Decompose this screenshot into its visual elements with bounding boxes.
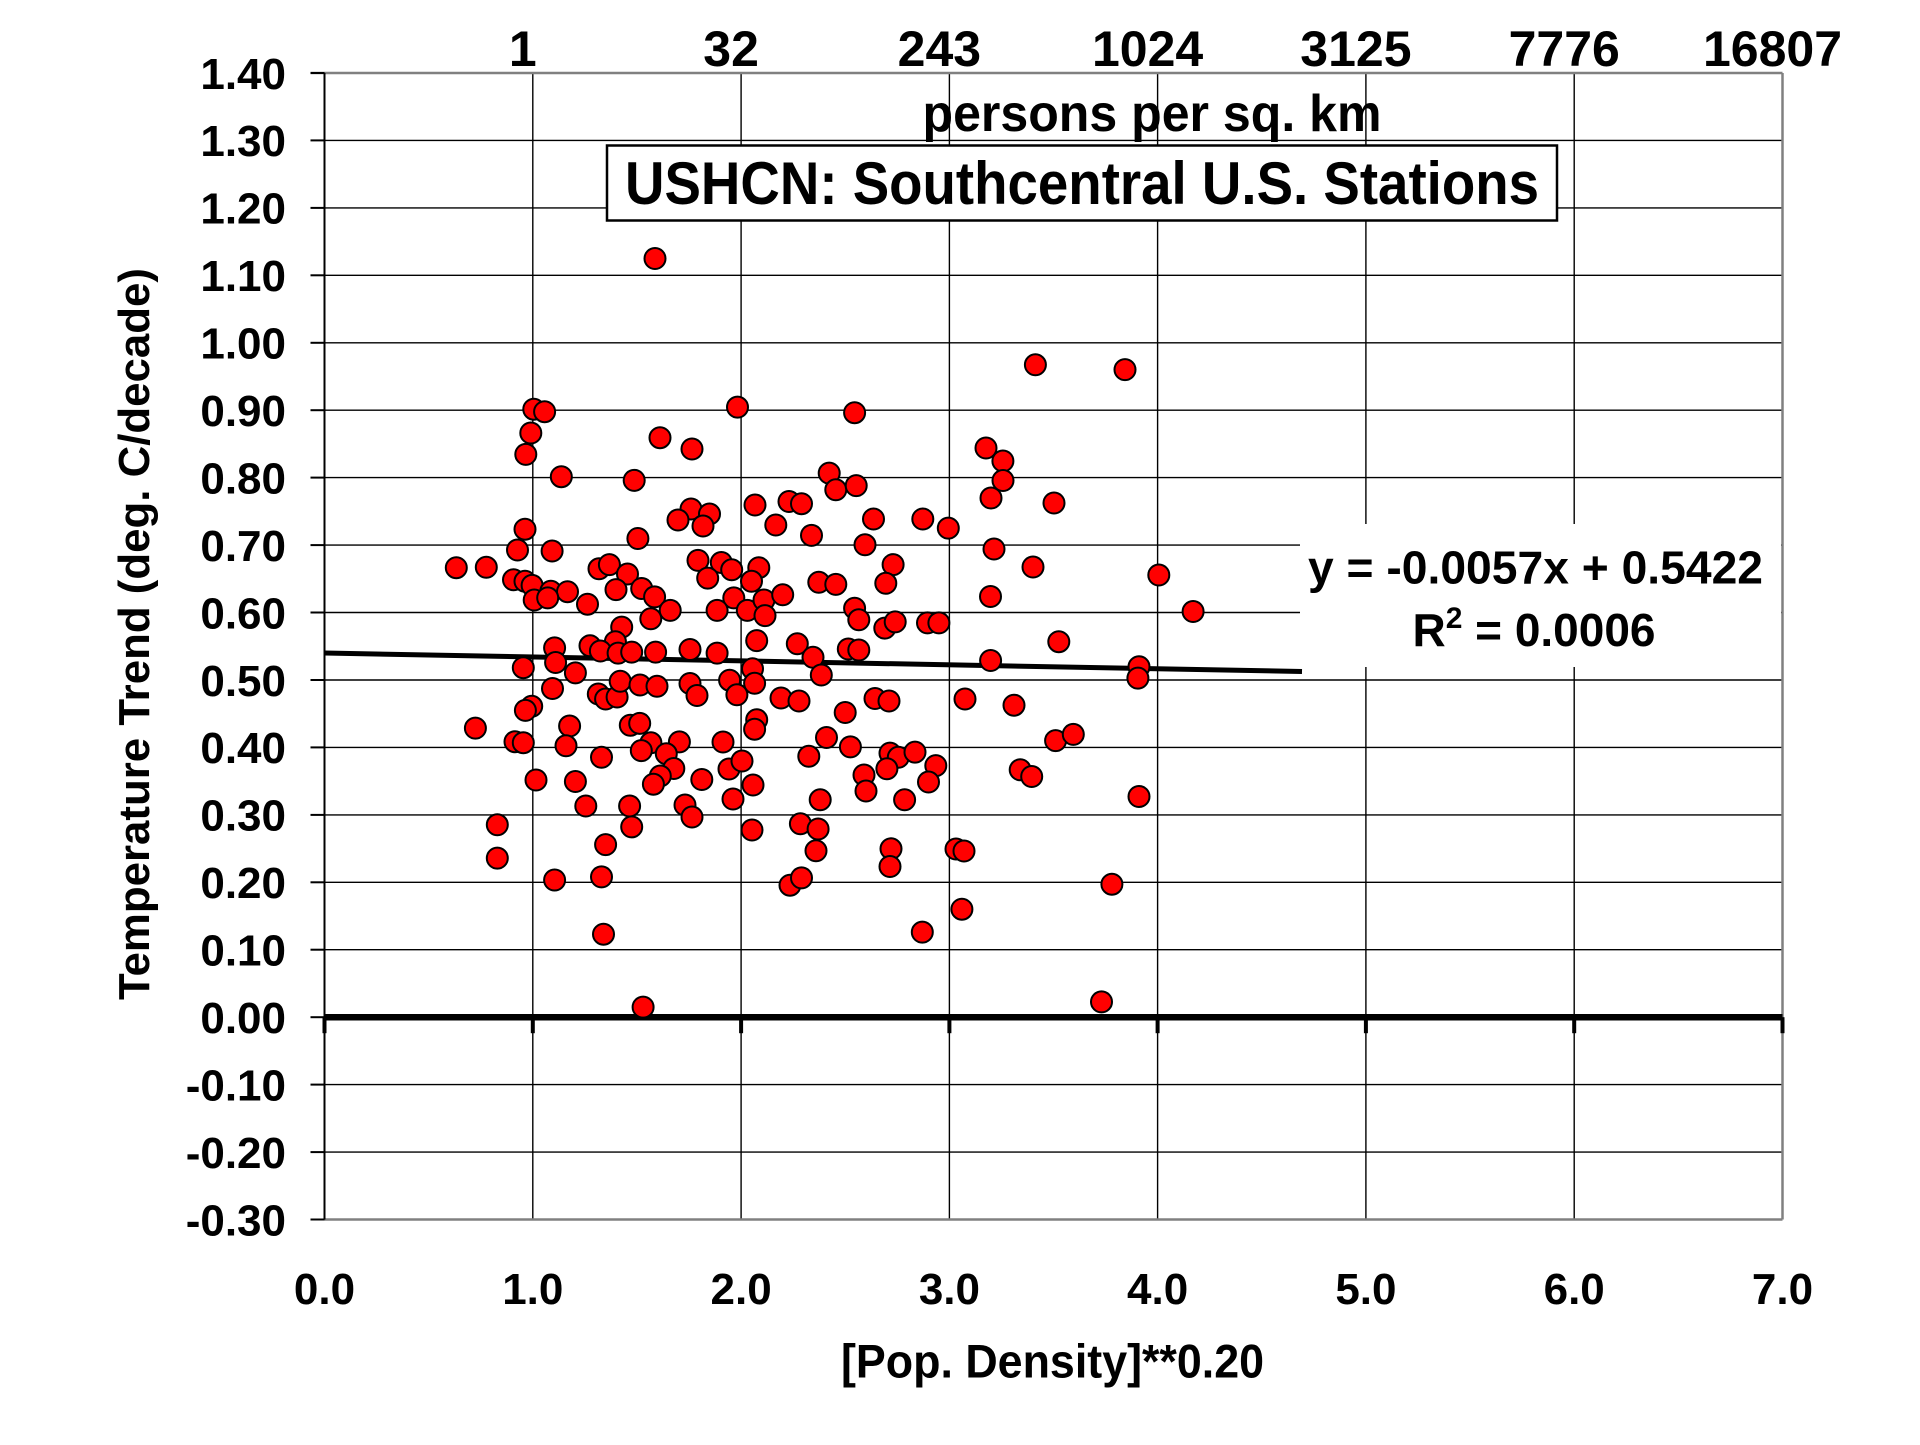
svg-text:243: 243 — [898, 21, 981, 77]
svg-text:0.50: 0.50 — [200, 657, 286, 706]
svg-text:3.0: 3.0 — [919, 1265, 980, 1314]
svg-text:3125: 3125 — [1300, 21, 1411, 77]
svg-text:0.00: 0.00 — [200, 994, 286, 1043]
svg-text:6.0: 6.0 — [1544, 1265, 1605, 1314]
svg-text:-0.10: -0.10 — [186, 1061, 286, 1110]
svg-text:y = -0.0057x + 0.5422: y = -0.0057x + 0.5422 — [1308, 542, 1763, 594]
svg-text:4.0: 4.0 — [1127, 1265, 1188, 1314]
svg-text:1.0: 1.0 — [502, 1265, 563, 1314]
svg-text:0.80: 0.80 — [200, 454, 286, 503]
svg-text:[Pop. Density]**0.20: [Pop. Density]**0.20 — [841, 1335, 1264, 1388]
svg-text:7776: 7776 — [1509, 21, 1620, 77]
svg-text:0.70: 0.70 — [200, 522, 286, 571]
svg-text:1.40: 1.40 — [200, 50, 286, 99]
svg-text:2.0: 2.0 — [711, 1265, 772, 1314]
svg-text:0.10: 0.10 — [200, 927, 286, 976]
svg-text:16807: 16807 — [1703, 21, 1842, 77]
svg-text:0.0: 0.0 — [294, 1265, 355, 1314]
svg-text:0.30: 0.30 — [200, 792, 286, 841]
svg-text:0.90: 0.90 — [200, 387, 286, 436]
svg-text:0.20: 0.20 — [200, 859, 286, 908]
svg-text:0.40: 0.40 — [200, 724, 286, 773]
svg-text:7.0: 7.0 — [1752, 1265, 1813, 1314]
svg-text:1: 1 — [509, 21, 537, 77]
svg-text:-0.20: -0.20 — [186, 1129, 286, 1178]
svg-text:persons per sq. km: persons per sq. km — [923, 85, 1382, 143]
svg-text:1024: 1024 — [1092, 21, 1203, 77]
svg-text:1.10: 1.10 — [200, 252, 286, 301]
svg-text:USHCN: Southcentral U.S. Stati: USHCN: Southcentral U.S. Stations — [625, 150, 1539, 217]
svg-text:1.00: 1.00 — [200, 320, 286, 369]
svg-text:R2 = 0.0006: R2 = 0.0006 — [1412, 602, 1655, 656]
svg-text:5.0: 5.0 — [1335, 1265, 1396, 1314]
svg-text:1.30: 1.30 — [200, 117, 286, 166]
svg-text:32: 32 — [703, 21, 759, 77]
svg-text:Temperature Trend (deg. C/deca: Temperature Trend (deg. C/decade) — [110, 268, 159, 1000]
svg-text:0.60: 0.60 — [200, 589, 286, 638]
svg-text:1.20: 1.20 — [200, 185, 286, 234]
svg-text:-0.30: -0.30 — [186, 1196, 286, 1245]
